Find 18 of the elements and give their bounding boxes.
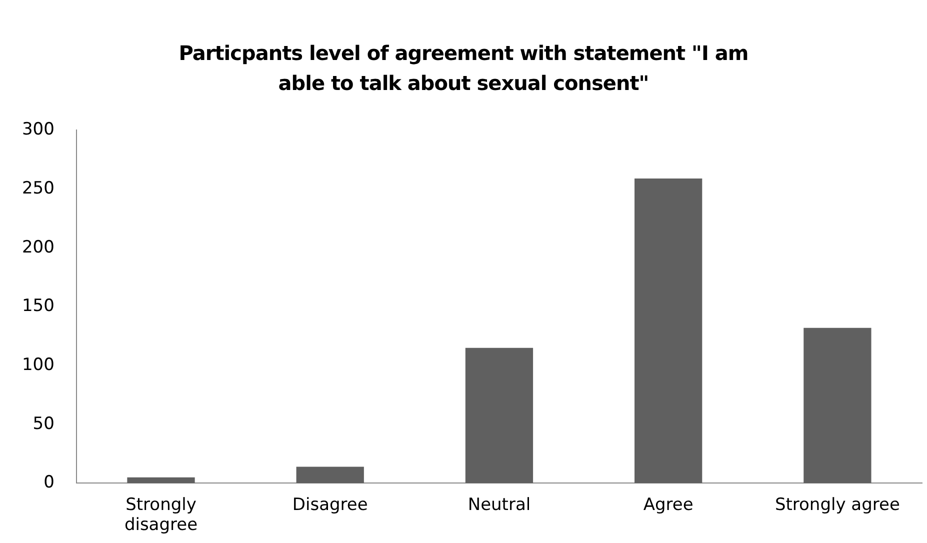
chart-title: Particpants level of agreement with statement "I am able to talk about sexual consent": [178, 40, 750, 97]
y-tick-label: 150: [22, 296, 54, 316]
y-tick-label: 0: [44, 472, 54, 493]
x-tick-label: Disagree: [292, 494, 368, 515]
bar: [804, 328, 872, 484]
y-tick-label: 100: [22, 354, 54, 375]
bar: [296, 466, 364, 484]
bar: [127, 477, 195, 484]
x-tick-label: Strongly agree: [774, 494, 900, 515]
x-tick-label: Agree: [643, 494, 694, 515]
bar: [634, 178, 702, 484]
y-tick-label: 50: [32, 414, 54, 434]
x-tick-label: Strongly disagree: [124, 494, 198, 536]
bar: [465, 348, 534, 484]
y-tick-label: 200: [22, 237, 54, 258]
y-tick-label: 250: [22, 178, 54, 198]
y-tick-label: 300: [22, 120, 54, 140]
x-tick-label: Neutral: [468, 494, 531, 515]
